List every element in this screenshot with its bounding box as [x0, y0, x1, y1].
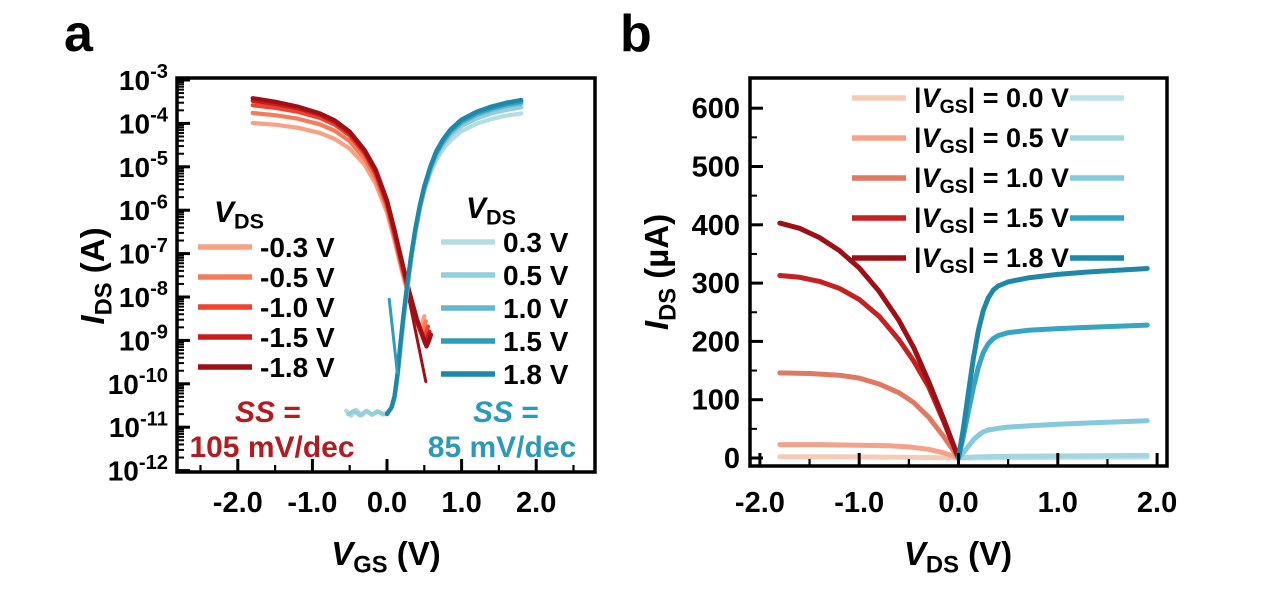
x-tick-label: -1.0 [834, 487, 884, 519]
transfer-curve 1.0 V [384, 101, 524, 416]
y-tick-label: 100 [692, 385, 740, 417]
x-tick-label: 2.0 [1137, 487, 1177, 519]
legend-blue-title: VDS [466, 192, 516, 230]
legend-label: |VGS| = 0.0 V [914, 83, 1069, 118]
output-curve |VGS|=1.0 V (p) [777, 370, 961, 461]
ss-fit-line SS fit 85 mV/dec [387, 297, 399, 375]
x-tick-label: -2.0 [213, 487, 263, 519]
legend-red-label: -1.8 V [260, 352, 335, 383]
y-tick-label: 10-12 [108, 452, 168, 487]
ss-annotation-blue: SS = [473, 396, 539, 429]
x-tick-label: 1.0 [1038, 487, 1078, 519]
y-tick-label: 10-7 [119, 235, 168, 270]
legend-red-label: -0.3 V [260, 232, 335, 263]
x-tick-label: 1.0 [441, 487, 481, 519]
y-tick-label: 400 [692, 210, 740, 242]
y-tick-label: 300 [692, 268, 740, 300]
ss-annotation-red-value: 105 mV/dec [189, 431, 354, 464]
ss-annotation-blue-value: 85 mV/dec [428, 431, 576, 464]
legend-red-title: VDS [214, 196, 264, 234]
panel-b-output-curves: -2.0 -1.0 0.0 1.0 2.0 0 100 200 300 400 500 600 VDS … [638, 76, 1177, 578]
x-tick-label: 0.0 [367, 487, 407, 519]
y-tick-label: 10-6 [119, 191, 168, 226]
panel-b-y-axis-title: IDS (µA) [638, 214, 681, 330]
output-curve |VGS|=1.0 V (n) [956, 418, 1150, 461]
legend-label: |VGS| = 0.5 V [914, 123, 1069, 158]
transfer-curve 1.8 V [384, 97, 524, 417]
legend-label: |VGS| = 1.5 V [914, 203, 1069, 238]
output-curve |VGS|=1.5 V (p) [777, 273, 961, 461]
x-tick-label: 2.0 [516, 487, 556, 519]
output-curve |VGS|=0.5 V (n) [956, 452, 1150, 461]
legend-blue-label: 1.8 V [503, 359, 569, 390]
x-tick-label: -2.0 [735, 487, 785, 519]
panel-a-letter: a [64, 5, 93, 63]
ss-fit-line SS fit 105 mV/dec [407, 295, 428, 384]
y-tick-label: 10-5 [119, 148, 168, 183]
y-tick-label: 10-3 [119, 61, 168, 96]
panel-b-letter: b [620, 5, 652, 63]
panel-a-transfer-curves: -2.0 -1.0 0.0 1.0 2.0 10-3 10-4 10-5 10-6 10-7 10-… [74, 61, 597, 578]
legend-red-label: -1.0 V [260, 292, 335, 323]
panel-a-y-axis-title: IDS (A) [74, 227, 117, 324]
legend-label: |VGS| = 1.0 V [914, 163, 1069, 198]
output-curve |VGS|=1.5 V (n) [956, 322, 1150, 461]
y-tick-label: 10-9 [119, 322, 168, 357]
y-tick-label: 10-4 [119, 105, 169, 140]
legend-label: |VGS| = 1.8 V [914, 243, 1069, 278]
y-tick-label: 10-10 [108, 365, 168, 400]
y-tick-label: 10-11 [109, 408, 168, 443]
output-curve |VGS|=0.5 V (p) [777, 442, 961, 461]
legend-red-label: -0.5 V [260, 262, 335, 293]
output-curve |VGS|=1.8 V (p) [777, 220, 961, 461]
y-tick-label: 500 [692, 152, 740, 184]
output-curve |VGS|=1.8 V (n) [956, 266, 1150, 461]
y-tick-label: 600 [692, 93, 740, 125]
legend-red-label: -1.5 V [260, 322, 335, 353]
y-tick-label: 200 [692, 326, 740, 358]
legend-blue-label: 0.5 V [503, 260, 569, 291]
legend-blue-label: 1.0 V [503, 293, 569, 324]
x-tick-label: 0.0 [938, 487, 978, 519]
panel-b-x-axis-title: VDS (V) [904, 535, 1012, 578]
x-tick-label: -1.0 [287, 487, 337, 519]
output-curve |VGS|=0.0 V (p) [777, 454, 961, 461]
y-tick-label: 0 [724, 443, 740, 475]
transfer-curve 1.5 V [384, 99, 524, 416]
transfer-curve -1.8 V [250, 96, 434, 349]
panel-a-x-axis-title: VGS (V) [331, 535, 441, 578]
ss-annotation-red: SS = [235, 396, 301, 429]
legend-blue-label: 0.3 V [503, 227, 569, 258]
y-tick-label: 10-8 [119, 278, 168, 313]
legend-blue-label: 1.5 V [503, 326, 569, 357]
